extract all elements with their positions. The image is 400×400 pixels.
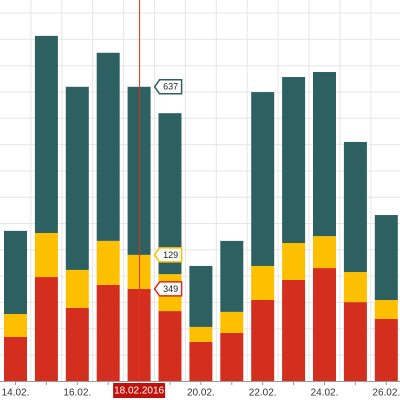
bar-segment xyxy=(96,52,120,241)
tooltip-label: 637 xyxy=(163,82,178,92)
bar-segment xyxy=(282,77,306,244)
x-tick-label: 18.02.2016 xyxy=(114,386,164,397)
x-tick-label: 24.02. xyxy=(311,388,339,399)
bar-segment xyxy=(313,268,336,381)
bar-segment xyxy=(343,141,367,273)
bar-segment xyxy=(4,230,27,314)
bar-segment xyxy=(251,265,275,300)
bar-segment xyxy=(34,277,58,381)
tooltip-box xyxy=(153,281,183,297)
bar-segment xyxy=(34,35,58,233)
x-tick-label: 22.02. xyxy=(249,388,277,399)
bar-segment xyxy=(313,72,336,237)
tooltip-label: 129 xyxy=(163,250,178,260)
bar-segment xyxy=(65,86,89,270)
tooltip-label: 349 xyxy=(163,284,178,294)
bar-segment xyxy=(374,215,398,300)
bar-segment xyxy=(96,284,120,381)
bar-segment xyxy=(282,279,306,381)
bar-segment xyxy=(65,307,89,381)
tooltip-box xyxy=(153,247,183,263)
bar-segment xyxy=(251,92,275,266)
x-tick-label: 20.02. xyxy=(187,388,215,399)
bar-segment xyxy=(313,236,336,269)
bar-segment xyxy=(158,311,182,381)
x-tick-label: 14.02. xyxy=(2,388,30,399)
bar-segment xyxy=(4,313,27,337)
bar-segment xyxy=(282,243,306,280)
bar-segment xyxy=(220,311,244,333)
bar-segment xyxy=(189,265,213,327)
bar-segment xyxy=(189,326,213,342)
crosshair-label-bg xyxy=(113,383,166,398)
x-tick-label: 16.02. xyxy=(63,388,91,399)
bar-segment xyxy=(374,299,398,319)
bar-segment xyxy=(65,269,89,308)
tooltip-box xyxy=(153,79,183,95)
bar-segment xyxy=(251,299,275,381)
bar-segment xyxy=(4,336,27,381)
bar-segment xyxy=(96,240,120,285)
bar-segment xyxy=(220,240,244,312)
x-tick-label: 26.02. xyxy=(372,388,400,399)
bar-segment xyxy=(158,113,182,275)
bar-segment xyxy=(343,272,367,303)
bar-segment xyxy=(343,302,367,381)
bar-segment xyxy=(220,332,244,381)
bar-segment xyxy=(189,341,213,381)
bar-segment xyxy=(374,318,398,381)
bar-segment xyxy=(34,232,58,278)
